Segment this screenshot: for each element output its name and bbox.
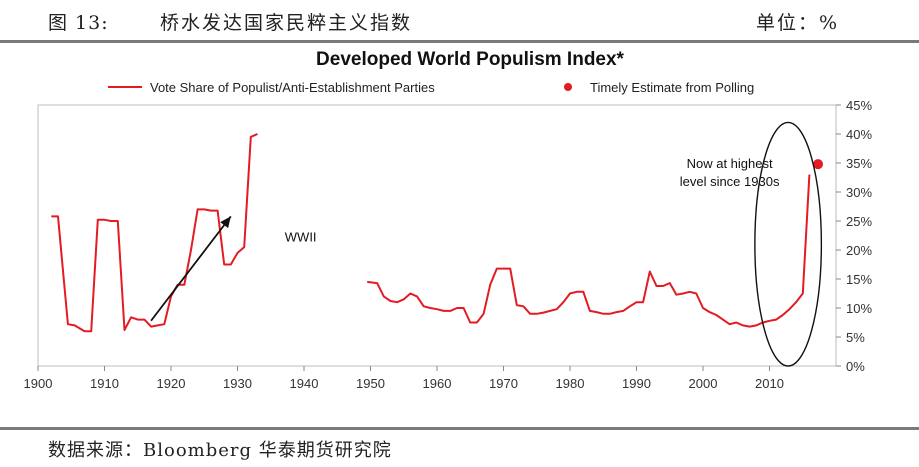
polling-estimate-point: [813, 159, 824, 170]
x-tick-label: 2000: [689, 376, 718, 391]
trend-arrow-shaft: [150, 215, 232, 322]
y-tick-label: 0%: [846, 359, 865, 374]
x-tick-label: 1950: [356, 376, 385, 391]
figure-number: 图 13:: [48, 12, 109, 34]
x-tick-label: 2010: [755, 376, 784, 391]
figure-header: 图 13: 桥水发达国家民粹主义指数 单位：%: [0, 0, 919, 40]
y-tick-label: 35%: [846, 156, 872, 171]
x-tick-label: 1940: [290, 376, 319, 391]
y-tick-label: 20%: [846, 243, 872, 258]
x-tick-label: 1910: [90, 376, 119, 391]
chart-title: Developed World Populism Index*: [316, 49, 625, 70]
y-tick-label: 25%: [846, 214, 872, 229]
x-tick-label: 1970: [489, 376, 518, 391]
bottom-divider: [0, 427, 919, 430]
series-line-segment-1: [51, 133, 258, 333]
annotation-now-highest-line2: level since 1930s: [680, 174, 780, 189]
x-tick-label: 1920: [157, 376, 186, 391]
highlight-ellipse: [754, 121, 823, 367]
y-tick-label: 10%: [846, 301, 872, 316]
trend-arrow-head: [220, 216, 231, 229]
x-tick-label: 1960: [423, 376, 452, 391]
figure-unit: 单位：%: [755, 12, 839, 34]
x-tick-label: 1990: [622, 376, 651, 391]
series-line-segment-2: [367, 174, 811, 328]
y-tick-label: 40%: [846, 127, 872, 142]
source-note: 数据来源：Bloomberg 华泰期货研究院: [48, 440, 392, 461]
legend-label-vote-share: Vote Share of Populist/Anti-Establishmen…: [150, 80, 435, 95]
x-tick-label: 1900: [24, 376, 53, 391]
x-axis: 1900 1910 1920 1930 1940 1950 1960 1970 1980 1990…: [24, 366, 784, 391]
legend-label-polling: Timely Estimate from Polling: [590, 80, 754, 95]
x-tick-label: 1980: [556, 376, 585, 391]
legend: Vote Share of Populist/Anti-Establishmen…: [108, 80, 754, 95]
y-tick-label: 15%: [846, 272, 872, 287]
annotation-now-highest-line1: Now at highest: [687, 156, 773, 171]
y-axis: 0% 5% 10% 15% 20% 25% 30% 35% 40% 45%: [836, 98, 872, 374]
legend-dot-swatch: [564, 83, 572, 91]
y-tick-label: 45%: [846, 98, 872, 113]
plot-area: [37, 104, 837, 367]
series-layer: [51, 133, 824, 333]
annotations: WWII Now at highest level since 1930s: [150, 121, 823, 367]
y-tick-label: 5%: [846, 330, 865, 345]
x-tick-label: 1930: [223, 376, 252, 391]
figure-title: 桥水发达国家民粹主义指数: [160, 12, 413, 34]
plot-border: [37, 104, 837, 367]
annotation-wwii: WWII: [285, 229, 317, 244]
y-tick-label: 30%: [846, 185, 872, 200]
populism-chart: Developed World Populism Index* Vote Sha…: [24, 49, 873, 391]
top-divider: [0, 40, 919, 43]
